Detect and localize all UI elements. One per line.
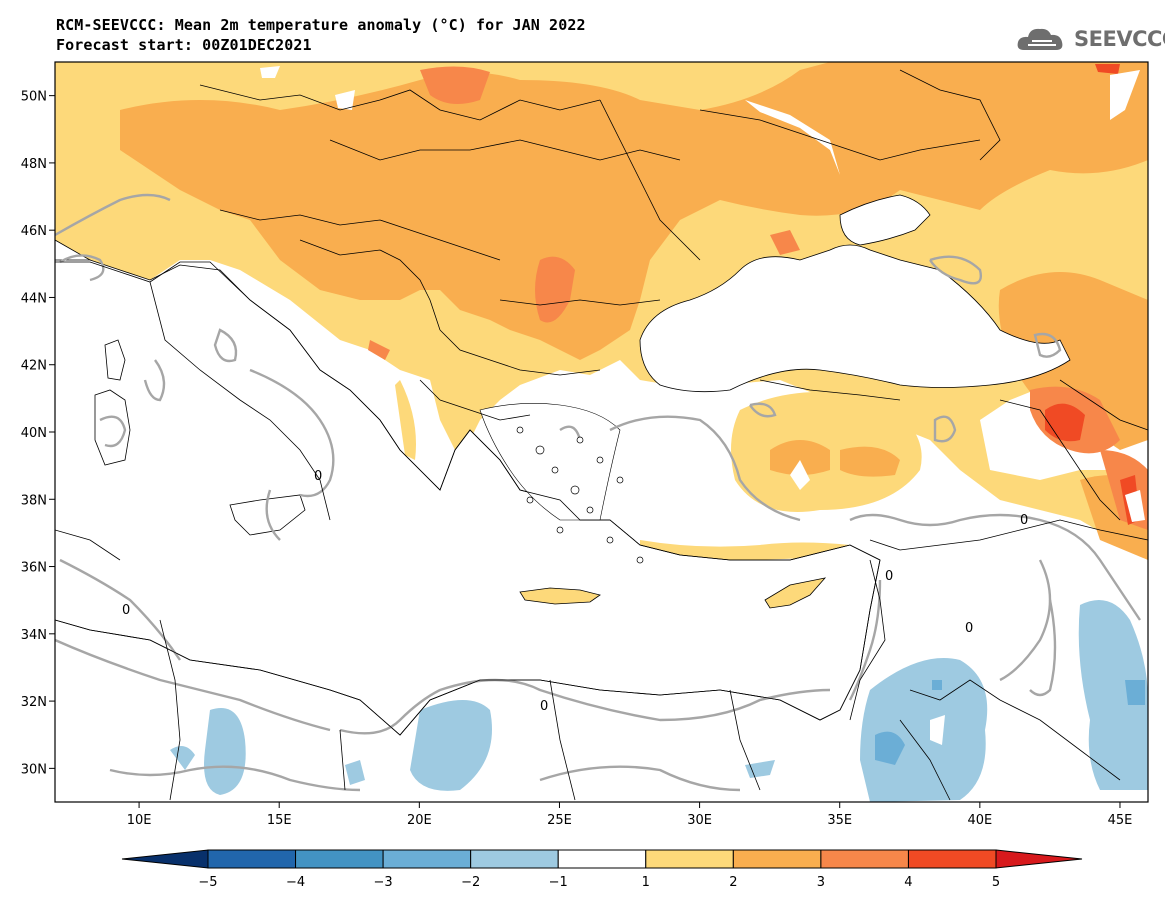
aegean-sea [479, 403, 621, 521]
colorbar-swatch [995, 849, 1083, 869]
black-sea [639, 244, 1071, 393]
colorbar-swatch [121, 849, 209, 869]
colorbar-swatch [470, 849, 559, 869]
coastlines [55, 261, 881, 736]
lat-tick-label: 30N [21, 762, 47, 777]
lon-tick-label: 25E [547, 813, 572, 828]
anomaly-region-cool-1 [345, 760, 365, 785]
lat-tick-label: 34N [21, 628, 47, 643]
anomaly-region-warm-2 [770, 440, 830, 475]
colorbar-label: 5 [992, 875, 1000, 890]
anomaly-region-warm-2 [998, 272, 1148, 450]
colorbar-swatch [207, 849, 297, 869]
anomaly-region-warm-2 [120, 62, 1148, 360]
anomaly-region-warm-3 [368, 340, 390, 360]
cloud-icon [1017, 28, 1063, 50]
colorbar-swatch [557, 849, 647, 869]
colorbar-swatch [907, 849, 997, 869]
lat-tick-label: 50N [21, 90, 47, 105]
anomaly-region-cool-2 [932, 680, 942, 690]
colorbar-label: 2 [729, 875, 737, 890]
lat-tick-label: 46N [21, 224, 47, 239]
colorbar-label: −3 [374, 875, 393, 890]
lon-tick-label: 45E [1108, 813, 1133, 828]
anomaly-region-warm-3 [535, 256, 575, 323]
colorbar: −5 −4 −3 −2 −1 1 2 3 4 5 [121, 849, 1083, 890]
cyprus [764, 577, 827, 609]
anomaly-region-cool-1 [860, 658, 988, 802]
lon-tick-label: 35E [827, 813, 852, 828]
sardinia [94, 389, 131, 466]
lat-tick-label: 44N [21, 291, 47, 306]
anomaly-region-warm-3 [770, 230, 800, 255]
colorbar-swatch [645, 849, 734, 869]
anomaly-region-warm-2 [840, 446, 900, 477]
contour-label: 0 [885, 569, 893, 584]
colorbar-swatch [382, 849, 472, 869]
colorbar-swatch [732, 849, 822, 869]
colorbar-label: −5 [198, 875, 217, 890]
contour-label: 0 [540, 699, 548, 714]
colorbar-label: −1 [549, 875, 568, 890]
lat-tick-label: 38N [21, 493, 47, 508]
map-title: RCM-SEEVCCC: Mean 2m temperature anomaly… [56, 16, 586, 34]
anomaly-region-warm-3 [420, 66, 490, 104]
colorbar-label: −2 [461, 875, 480, 890]
crete [519, 587, 601, 605]
longitude-axis: 10E 15E 20E 25E 30E 35E 40E 45E [127, 802, 1133, 828]
colorbar-label: 4 [904, 875, 912, 890]
lat-tick-label: 36N [21, 561, 47, 576]
anomaly-region-cool-2 [875, 731, 905, 765]
sea-of-azov [839, 194, 931, 246]
anomaly-region-warm-1 [395, 380, 416, 460]
lon-tick-label: 20E [407, 813, 432, 828]
anomaly-region-cool-1 [410, 700, 492, 791]
aegean-islands [516, 426, 644, 564]
latitude-axis: 50N 48N 46N 44N 42N 40N 38N 36N 34N 32N 30N [21, 90, 55, 777]
contour-label: 0 [965, 621, 973, 636]
contour-label: 0 [122, 603, 130, 618]
lon-tick-label: 10E [127, 813, 152, 828]
anomaly-region-cool-1 [745, 760, 775, 778]
lat-tick-label: 48N [21, 157, 47, 172]
corsica [104, 339, 126, 381]
anomaly-region-warm-4 [1095, 64, 1120, 74]
lon-tick-label: 40E [967, 813, 992, 828]
colorbar-label: 1 [642, 875, 650, 890]
seevccc-logo-text: SEEVCCC [1074, 27, 1165, 51]
lon-tick-label: 30E [687, 813, 712, 828]
anomaly-region-cool-2 [1125, 680, 1145, 705]
lat-tick-label: 32N [21, 695, 47, 710]
lat-tick-label: 40N [21, 426, 47, 441]
country-borders [55, 69, 1148, 801]
anomaly-region-cool-1 [170, 746, 195, 770]
colorbar-swatch [295, 849, 384, 869]
colorbar-label: 3 [817, 875, 825, 890]
map-fields: 0 0 0 0 0 0 [55, 62, 1148, 802]
colorbar-swatch [820, 849, 909, 869]
colorbar-label: −4 [286, 875, 305, 890]
anomaly-region-cool-1 [1078, 600, 1148, 790]
anomaly-region-warm-1 [640, 540, 850, 560]
lat-tick-label: 42N [21, 359, 47, 374]
anomaly-region-cool-1 [204, 708, 246, 795]
contour-label: 0 [1020, 513, 1028, 528]
zero-contours [55, 193, 1141, 792]
lon-tick-label: 15E [267, 813, 292, 828]
forecast-start-label: Forecast start: 00Z01DEC2021 [56, 36, 312, 54]
